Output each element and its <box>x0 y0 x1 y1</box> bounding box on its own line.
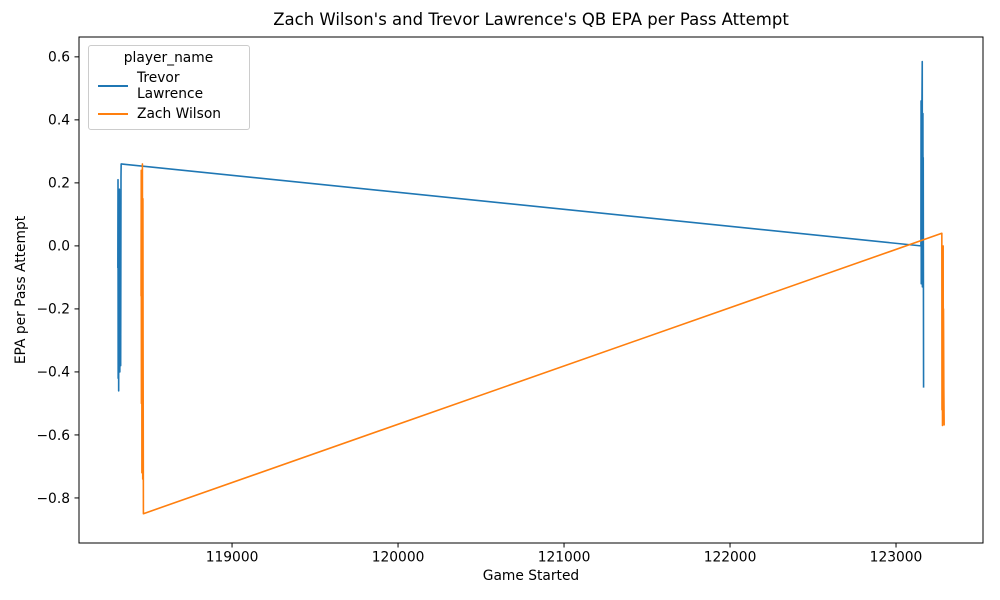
line-series-trevor-lawrence <box>117 60 925 392</box>
x-axis-label: Game Started <box>482 568 580 584</box>
x-tick-label: 121000 <box>538 550 591 566</box>
y-axis-label: EPA per Pass Attempt <box>13 215 29 365</box>
line-swatch-zach-wilson-icon <box>98 113 128 115</box>
legend-item-trevor-lawrence: Trevor Lawrence <box>98 70 239 102</box>
y-tick-label: −0.2 <box>36 302 70 318</box>
chart-title: Zach Wilson's and Trevor Lawrence's QB E… <box>273 10 789 29</box>
legend-title: player_name <box>123 50 214 66</box>
x-tick-label: 119000 <box>206 550 259 566</box>
y-tick-label: −0.8 <box>36 491 70 507</box>
axes-spines <box>78 36 984 544</box>
legend: player_name Trevor Lawrence Zach Wilson <box>88 45 250 130</box>
y-tick-label: −0.4 <box>36 365 70 381</box>
y-tick-label: 0.4 <box>48 113 70 129</box>
x-tick-label: 120000 <box>372 550 425 566</box>
legend-label-trevor-lawrence: Trevor Lawrence <box>137 70 204 102</box>
y-tick-label: 0.0 <box>48 239 70 255</box>
x-tick-label: 122000 <box>704 550 757 566</box>
y-tick-label: 0.6 <box>48 50 70 66</box>
y-tick-label: −0.6 <box>36 428 70 444</box>
line-swatch-trevor-lawrence-icon <box>98 85 128 87</box>
y-tick-label: 0.2 <box>48 176 70 192</box>
line-series-zach-wilson <box>140 163 945 515</box>
legend-label-zach-wilson: Zach Wilson <box>137 106 222 122</box>
legend-item-zach-wilson: Zach Wilson <box>98 106 239 122</box>
x-tick-label: 123000 <box>870 550 923 566</box>
